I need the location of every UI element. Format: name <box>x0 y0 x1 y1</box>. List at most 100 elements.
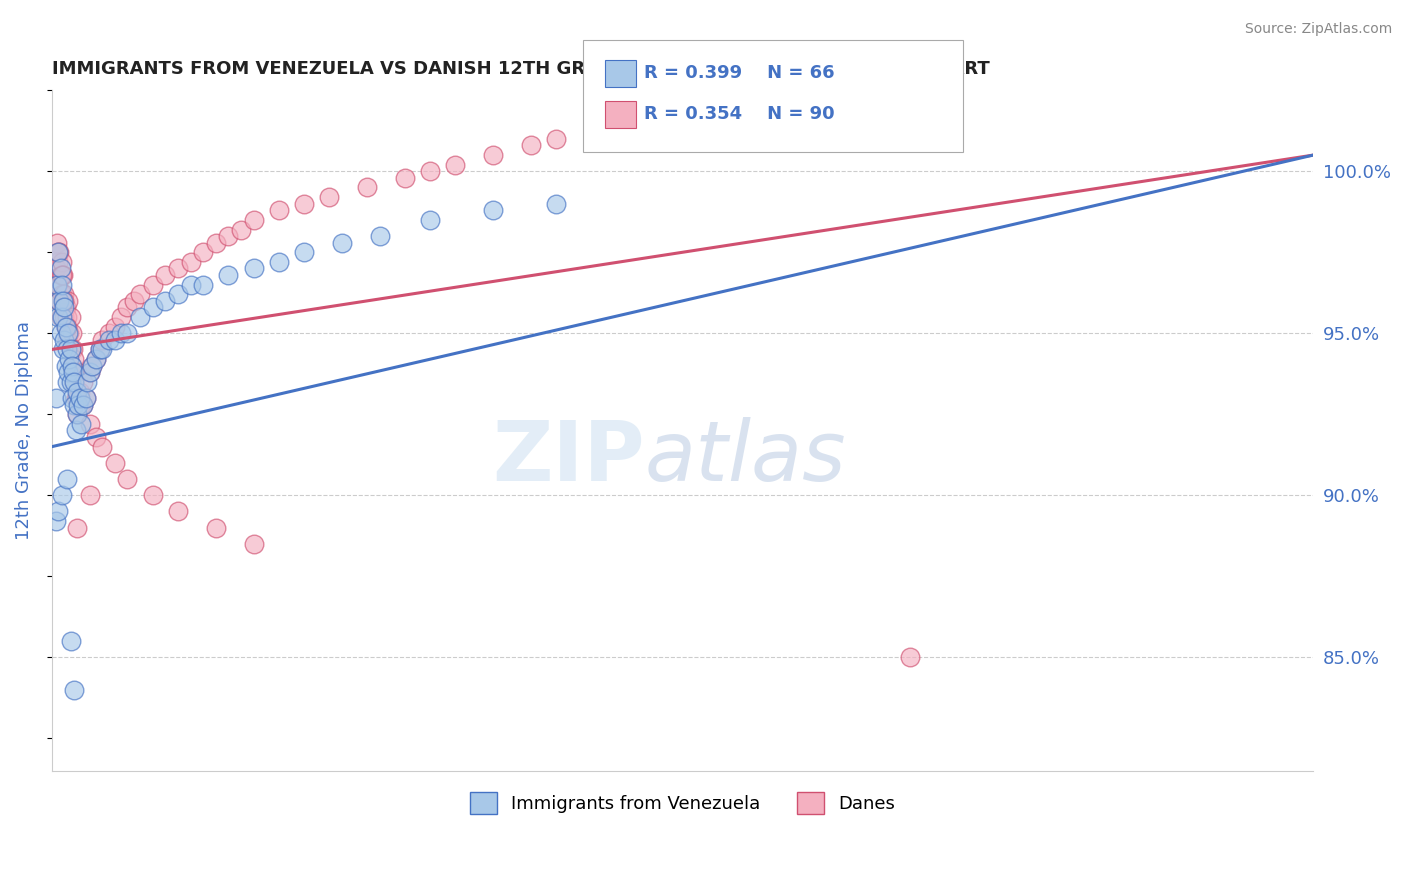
Point <box>129 287 152 301</box>
Point <box>55 319 77 334</box>
Point <box>49 326 72 341</box>
Point <box>104 456 127 470</box>
Point <box>117 326 139 341</box>
Point <box>267 203 290 218</box>
Point <box>368 229 391 244</box>
Point <box>44 261 66 276</box>
Point <box>59 634 82 648</box>
Point <box>60 359 83 373</box>
Point <box>747 106 769 120</box>
Point <box>117 472 139 486</box>
Point <box>91 333 114 347</box>
Point <box>53 310 76 324</box>
Point <box>79 365 101 379</box>
Point <box>56 365 79 379</box>
Y-axis label: 12th Grade, No Diploma: 12th Grade, No Diploma <box>15 321 32 540</box>
Point <box>66 521 89 535</box>
Point <box>621 116 644 130</box>
Point <box>51 488 73 502</box>
Point <box>56 343 79 357</box>
Point <box>63 398 86 412</box>
Point <box>82 359 104 373</box>
Point <box>55 359 77 373</box>
Point <box>84 352 107 367</box>
Point <box>229 222 252 236</box>
Point <box>242 212 264 227</box>
Point <box>82 359 104 373</box>
Point <box>84 430 107 444</box>
Point <box>49 261 72 276</box>
Point <box>79 365 101 379</box>
Point <box>129 310 152 324</box>
Point <box>419 164 441 178</box>
Point <box>97 326 120 341</box>
Point <box>48 293 70 308</box>
Point <box>117 301 139 315</box>
Point <box>66 407 89 421</box>
Point <box>394 170 416 185</box>
Point <box>110 310 132 324</box>
Point <box>104 333 127 347</box>
Point <box>142 488 165 502</box>
Text: R = 0.354    N = 90: R = 0.354 N = 90 <box>644 105 835 123</box>
Point <box>242 261 264 276</box>
Point <box>91 343 114 357</box>
Point <box>55 301 77 315</box>
Point <box>167 504 190 518</box>
Point <box>69 391 91 405</box>
Point <box>55 319 77 334</box>
Point <box>898 650 921 665</box>
Point <box>46 504 69 518</box>
Point <box>110 326 132 341</box>
Point <box>69 417 91 431</box>
Point <box>59 310 82 324</box>
Point <box>69 384 91 399</box>
Point <box>79 488 101 502</box>
Point <box>46 255 69 269</box>
Point <box>53 293 76 308</box>
Point <box>91 440 114 454</box>
Text: atlas: atlas <box>645 417 846 499</box>
Point <box>69 398 91 412</box>
Point <box>56 375 79 389</box>
Point <box>53 287 76 301</box>
Point <box>482 148 505 162</box>
Point <box>75 391 97 405</box>
Point <box>546 196 568 211</box>
Point <box>419 212 441 227</box>
Point <box>520 138 543 153</box>
Point <box>180 277 202 292</box>
Point <box>84 352 107 367</box>
Point <box>72 398 94 412</box>
Point <box>330 235 353 250</box>
Point <box>204 521 226 535</box>
Point <box>292 196 315 211</box>
Point <box>79 417 101 431</box>
Point <box>60 391 83 405</box>
Point <box>444 158 467 172</box>
Legend: Immigrants from Venezuela, Danes: Immigrants from Venezuela, Danes <box>461 783 904 823</box>
Point <box>583 125 606 139</box>
Text: ZIP: ZIP <box>492 417 645 499</box>
Point <box>46 310 69 324</box>
Point <box>58 352 80 367</box>
Text: IMMIGRANTS FROM VENEZUELA VS DANISH 12TH GRADE, NO DIPLOMA CORRELATION CHART: IMMIGRANTS FROM VENEZUELA VS DANISH 12TH… <box>52 60 990 78</box>
Point <box>167 261 190 276</box>
Point <box>60 359 83 373</box>
Point <box>59 343 82 357</box>
Point <box>155 293 177 308</box>
Point <box>56 293 79 308</box>
Point <box>122 293 145 308</box>
Point <box>65 424 87 438</box>
Point <box>65 391 87 405</box>
Point <box>204 235 226 250</box>
Point <box>72 375 94 389</box>
Point <box>44 391 66 405</box>
Point <box>56 472 79 486</box>
Point <box>51 277 73 292</box>
Point <box>59 343 82 357</box>
Point <box>318 190 340 204</box>
Text: Source: ZipAtlas.com: Source: ZipAtlas.com <box>1244 22 1392 37</box>
Point <box>52 343 75 357</box>
Point <box>49 268 72 282</box>
